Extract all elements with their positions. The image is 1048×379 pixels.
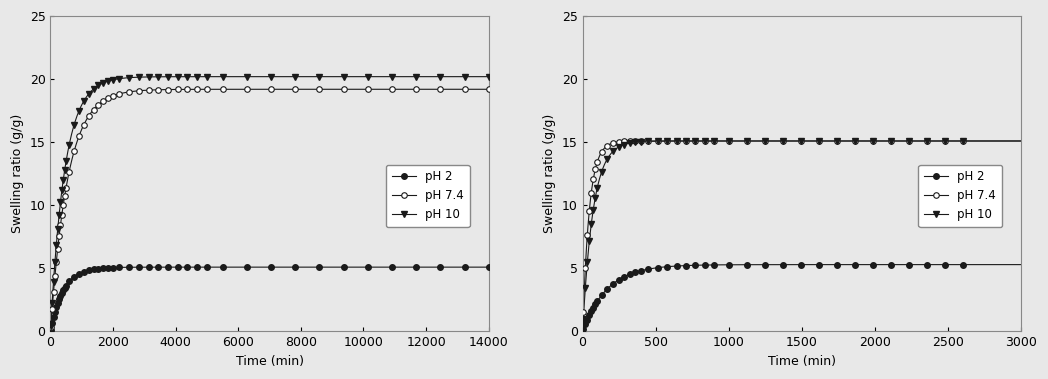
X-axis label: Time (min): Time (min)	[236, 355, 304, 368]
Legend: pH 2, pH 7.4, pH 10: pH 2, pH 7.4, pH 10	[918, 164, 1002, 227]
Legend: pH 2, pH 7.4, pH 10: pH 2, pH 7.4, pH 10	[386, 164, 470, 227]
Y-axis label: Swelling ratio (g/g): Swelling ratio (g/g)	[543, 114, 556, 233]
X-axis label: Time (min): Time (min)	[768, 355, 836, 368]
Y-axis label: Swelling ratio (g/g): Swelling ratio (g/g)	[12, 114, 24, 233]
